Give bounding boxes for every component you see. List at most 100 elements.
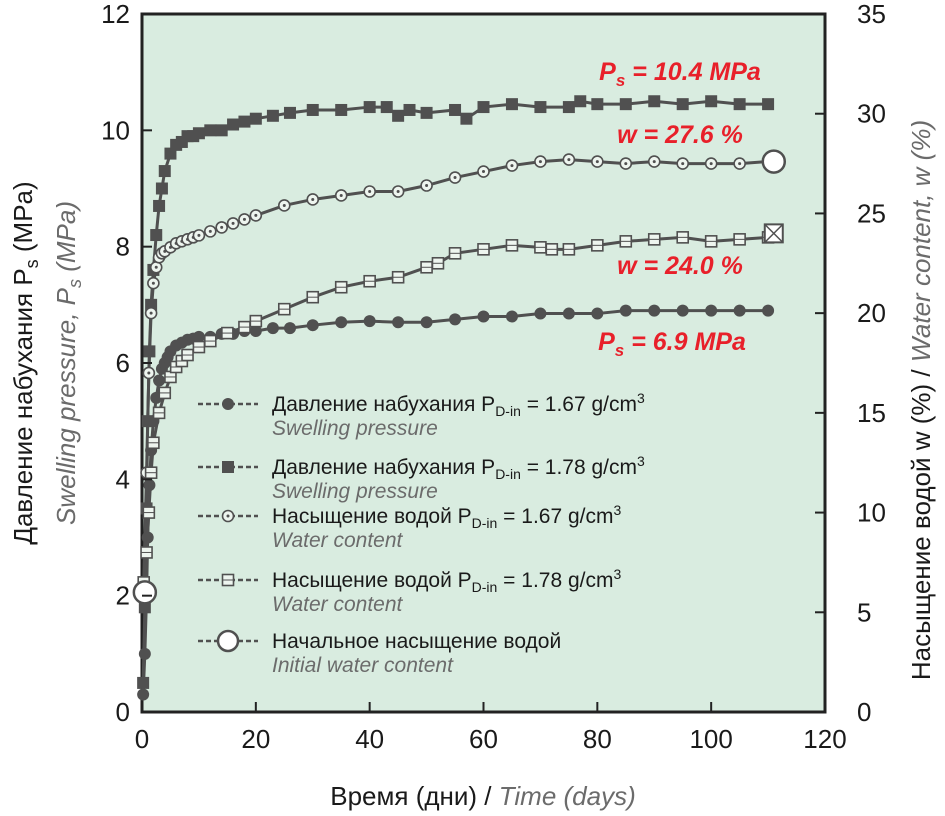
x-tick-label: 0 <box>135 724 149 754</box>
x-axis-label: Время (дни) / Time (days) <box>330 781 636 811</box>
data-point <box>591 239 604 252</box>
data-point <box>705 304 718 317</box>
data-point <box>204 124 217 137</box>
data-point <box>147 436 160 450</box>
annotations-layer: Ps = 10.4 MPa w = 27.6 % w = 24.0 % Ps = 6.… <box>598 58 761 360</box>
y-left-label-ru-sub: s <box>22 259 42 268</box>
data-point <box>619 98 632 111</box>
legend-label-en: Swelling pressure <box>272 417 438 440</box>
data-point <box>420 260 433 274</box>
data-point <box>249 112 262 125</box>
x-tick-label: 40 <box>355 724 384 754</box>
series-endpoint-2 <box>763 223 784 244</box>
data-point <box>647 233 661 246</box>
legend-label-ru: Давление набухания PD-in = 1.78 g/cm3 <box>272 453 645 482</box>
x-axis-label-ru: Время (дни) <box>330 781 477 811</box>
x-tick-label: 60 <box>469 724 498 754</box>
data-point <box>647 155 661 168</box>
data-point <box>204 225 217 238</box>
series-layer <box>132 95 787 701</box>
y-right-label-ru: Насыщение водой w (%) <box>906 384 936 680</box>
data-point <box>448 247 462 260</box>
data-point <box>591 98 604 111</box>
legend-label-en: Water content <box>272 529 404 552</box>
data-point <box>591 307 604 320</box>
data-point <box>449 313 462 326</box>
data-point <box>266 109 279 122</box>
data-point <box>227 118 240 131</box>
data-point <box>392 109 405 122</box>
data-point <box>733 304 746 317</box>
x-tick-label: 120 <box>803 724 846 754</box>
series-4 <box>137 231 775 589</box>
data-point <box>733 233 746 246</box>
data-point <box>249 314 263 328</box>
data-point <box>733 157 746 170</box>
data-point <box>152 406 166 420</box>
data-point <box>192 330 205 343</box>
legend-item-1: Давление набухания PD-in = 1.67 g/cm3Swe… <box>198 390 645 440</box>
data-point <box>335 316 348 329</box>
data-point <box>283 322 296 335</box>
legend-label-en: Water content <box>272 593 404 616</box>
data-point <box>477 165 490 178</box>
data-point <box>334 189 348 202</box>
y-left-label-en-sub: s <box>65 279 85 288</box>
data-point <box>150 229 163 242</box>
y-right-label-en: Water content, w (%) <box>906 120 936 362</box>
y-left-tick-label: 2 <box>116 581 130 611</box>
y-left-label-ru-end: (MPa) <box>8 181 38 259</box>
plot-area <box>140 12 827 714</box>
data-point <box>676 304 689 317</box>
data-point <box>158 165 171 178</box>
data-point <box>591 155 604 168</box>
legend-label-ru: Насыщение водой PD-in = 1.78 g/cm3 <box>272 566 621 595</box>
data-point <box>420 179 433 192</box>
legend-item-2: Давление набухания PD-in = 1.78 g/cm3Swe… <box>198 453 645 503</box>
data-point <box>676 98 689 111</box>
data-point <box>648 95 661 108</box>
data-point <box>619 304 632 317</box>
data-point <box>380 101 393 114</box>
data-point <box>132 580 158 605</box>
y-right-tick-label: 20 <box>857 298 886 328</box>
legend-item-4: Насыщение водой PD-in = 1.78 g/cm3Water … <box>198 566 621 616</box>
data-point <box>762 98 775 111</box>
data-point <box>138 601 151 614</box>
data-point <box>648 304 661 317</box>
data-point <box>137 688 150 701</box>
annotation-a1: Ps = 10.4 MPa <box>599 58 761 90</box>
data-point <box>619 157 633 170</box>
data-point <box>153 374 166 387</box>
data-point <box>534 241 547 254</box>
data-point <box>477 243 490 256</box>
x-axis-label-sep: / <box>477 781 499 811</box>
data-point <box>505 310 518 323</box>
data-point <box>619 235 633 248</box>
data-point <box>215 124 228 137</box>
data-point <box>226 217 240 230</box>
y-right-tick-label: 35 <box>857 0 886 29</box>
data-point <box>705 95 718 108</box>
data-point <box>238 213 251 226</box>
data-point <box>460 112 473 125</box>
y-left-label-ru-main: Давление набухания P <box>8 268 38 544</box>
legend-item-3: Насыщение водой PD-in = 1.67 g/cm3Water … <box>198 502 621 552</box>
data-point <box>562 101 575 114</box>
data-point <box>238 115 251 128</box>
y-right-tick-label: 0 <box>857 697 871 727</box>
data-point <box>391 270 405 284</box>
legend-marker <box>222 461 234 473</box>
data-point <box>153 199 166 212</box>
data-point <box>676 157 690 170</box>
data-point <box>420 316 433 329</box>
y-right-axis-label: Насыщение водой w (%) / Water content, w… <box>906 120 936 680</box>
data-point <box>192 229 206 242</box>
data-point <box>306 193 320 206</box>
x-tick-label: 100 <box>689 724 732 754</box>
y-left-axis-label-ru: Давление набухания Ps (MPa) <box>8 181 42 544</box>
data-point <box>403 103 416 116</box>
legend-label-ru: Начальное насыщение водой <box>272 630 561 653</box>
series-5 <box>132 580 158 605</box>
data-point <box>363 101 376 114</box>
